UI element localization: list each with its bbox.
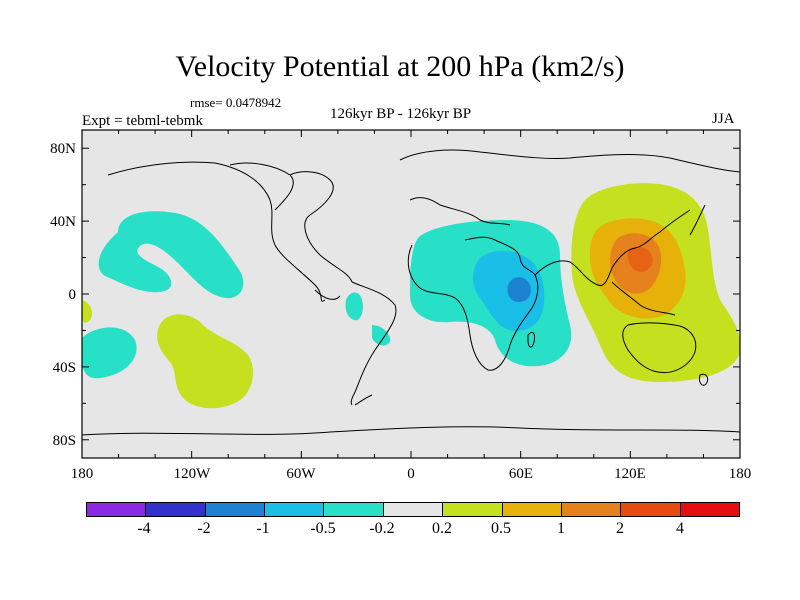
y-tick-40S: 40S [52,360,76,376]
coastlines [82,149,740,436]
dateline-negative-region [82,300,93,323]
colorbar-swatch [204,503,265,516]
x-tick-120E: 120E [614,466,646,482]
colorbar-label: -2 [197,520,211,537]
pacific-negative-region [98,211,244,299]
colorbar-swatch [264,503,324,516]
y-tick-80N: 80N [50,141,76,157]
x-tick-180W: 180 [70,466,94,482]
colorbar-swatch [501,503,561,516]
asian-positive-peak [627,246,653,272]
x-tick-60E: 60E [508,466,534,482]
x-tick-180E: 180 [728,466,752,482]
colorbar-swatch [442,503,502,516]
season-label: JJA [712,111,735,127]
colorbar-label: -0.2 [369,520,395,537]
colorbar-label: 0.2 [432,520,452,537]
colorbar [86,502,740,517]
colorbar-label: -4 [137,520,151,537]
colorbar-label: -1 [256,520,270,537]
x-tick-120W: 120W [173,466,211,482]
y-tick-0: 0 [68,287,77,303]
y-tick-80S: 80S [52,433,76,449]
chart-title: Velocity Potential at 200 hPa (km2/s) [175,50,625,83]
colorbar-label: 4 [676,520,684,537]
south-pacific-negative-region [82,327,137,379]
colorbar-label: 0.5 [491,520,511,537]
x-tick-0: 0 [407,466,415,482]
atlantic-negative-blob [345,292,363,321]
colorbar-swatch [87,503,146,516]
experiment-label: Expt = tebml-tebmk [82,113,203,129]
atlantic-negative-blob-2 [372,325,391,346]
rmse-label: rmse= 0.0478942 [190,95,282,110]
y-tick-40N: 40N [50,214,76,230]
colorbar-label: 2 [616,520,624,537]
colorbar-swatch [560,503,621,516]
colorbar-swatch [620,503,680,516]
colorbar-swatch [382,503,443,516]
colorbar-swatch [679,503,739,516]
colorbar-label: -0.5 [310,520,336,537]
colorbar-swatch [323,503,383,516]
axis-ticks [81,130,741,458]
colorbar-swatch [145,503,205,516]
period-label: 126kyr BP - 126kyr BP [330,106,472,122]
x-tick-60W: 60W [286,466,316,482]
colorbar-label: 1 [557,520,565,537]
african-negative-center [507,277,531,302]
pacific-positive-region [157,314,254,409]
